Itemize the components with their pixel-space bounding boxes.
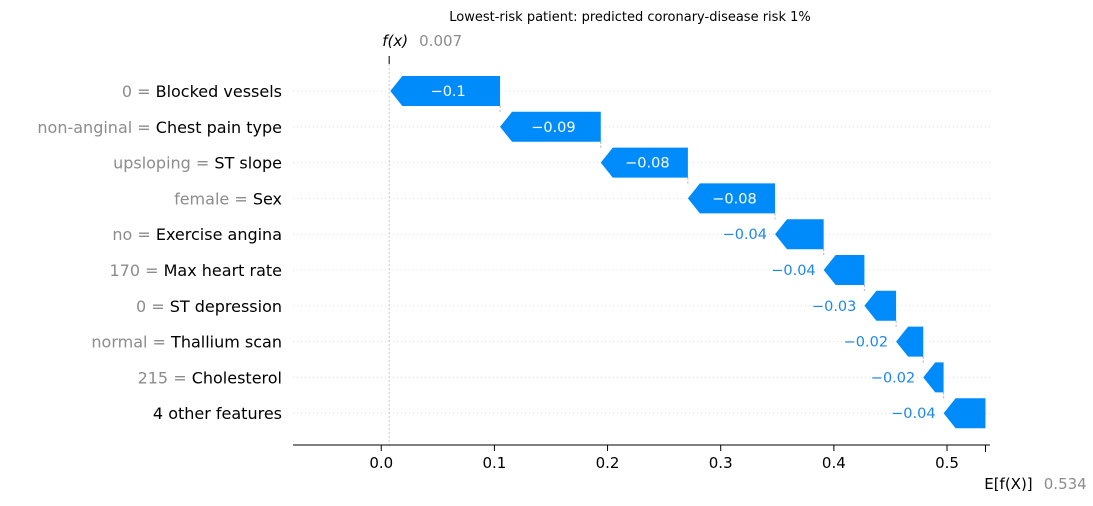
bars: −0.1 −0.09 −0.08 −0.08 −0.04 −0.04 −0.03 −0.02 −… (390, 76, 986, 429)
bar-4-other-features (943, 398, 986, 429)
feature-value: 0 = (122, 82, 156, 101)
feature-name: Exercise angina (156, 225, 282, 244)
feature-name: ST depression (170, 297, 282, 316)
bar-cholesterol (923, 362, 944, 393)
bar-value-label: −0.03 (812, 299, 856, 315)
bar-max-heart-rate (823, 255, 865, 285)
row-gridlines (293, 90, 990, 414)
chart-title: Lowest-risk patient: predicted coronary-… (449, 10, 810, 25)
bar-value-label: −0.04 (891, 406, 935, 422)
bar-st-depression (864, 290, 897, 321)
feature-label: 215 = Cholesterol (138, 368, 282, 387)
expected-value-marker: E[f(X)] 0.534 (984, 474, 1087, 493)
bar-value-label: −0.04 (771, 263, 815, 279)
bar-sex (687, 183, 776, 214)
feature-label: upsloping = ST slope (113, 154, 282, 173)
x-tick-label: 0.0 (369, 454, 393, 472)
feature-name: Sex (253, 189, 282, 208)
x-tick-label: 0.4 (822, 454, 846, 472)
feature-value: female = (174, 189, 253, 208)
bar-value-label: −0.1 (431, 84, 466, 100)
fx-label: f(x) (382, 32, 408, 50)
feature-name: ST slope (214, 154, 282, 173)
feature-label: female = Sex (174, 189, 282, 208)
feature-value: 215 = (138, 368, 192, 387)
bar-value-label: −0.04 (723, 227, 767, 243)
feature-name: Chest pain type (156, 118, 282, 137)
bar-thallium-scan (896, 326, 924, 357)
fx-value: 0.007 (419, 32, 462, 50)
x-tick-label: 0.5 (935, 454, 959, 472)
bar-value-label: −0.09 (531, 120, 575, 136)
feature-value: upsloping = (113, 154, 214, 173)
feature-label: no = Exercise angina (112, 225, 282, 244)
bar-blocked-vessels (390, 76, 501, 106)
bar-value-label: −0.02 (844, 335, 888, 351)
bar-chest-pain-type (500, 111, 601, 142)
x-axis: 0.0 0.1 0.2 0.3 0.4 0.5 (293, 444, 990, 472)
feature-label: 170 = Max heart rate (109, 261, 282, 280)
fx-annotation: f(x) 0.007 (382, 31, 462, 50)
feature-name: Blocked vessels (156, 82, 282, 101)
bar-value-label: −0.02 (871, 370, 915, 386)
feature-value: 0 = (136, 297, 170, 316)
feature-label: non-anginal = Chest pain type (37, 118, 282, 137)
feature-value: non-anginal = (37, 118, 155, 137)
feature-name: Thallium scan (170, 333, 282, 352)
feature-label: 4 other features (153, 404, 282, 423)
feature-value: no = (112, 225, 156, 244)
x-tick-label: 0.2 (596, 454, 620, 472)
connector-lines (388, 56, 945, 445)
feature-name: Cholesterol (192, 368, 282, 387)
feature-label: 0 = Blocked vessels (122, 82, 282, 101)
bar-exercise-angina (775, 219, 824, 250)
feature-label: 0 = ST depression (136, 297, 282, 316)
ex-label: E[f(X)] (984, 475, 1032, 493)
bar-st-slope (600, 147, 688, 178)
x-tick-label: 0.1 (482, 454, 506, 472)
ex-value: 0.534 (1044, 475, 1087, 493)
fx-marker: f(x) 0.007 (382, 31, 462, 50)
feature-value: 170 = (109, 261, 163, 280)
feature-value: normal = (91, 333, 171, 352)
ex-annotation: E[f(X)] 0.534 (984, 474, 1087, 493)
bar-value-label: −0.08 (712, 191, 756, 207)
feature-name: Max heart rate (164, 261, 282, 280)
bar-value-label: −0.08 (625, 156, 669, 172)
x-tick-label: 0.3 (709, 454, 733, 472)
feature-name: 4 other features (153, 404, 282, 423)
feature-label: normal = Thallium scan (91, 333, 282, 352)
